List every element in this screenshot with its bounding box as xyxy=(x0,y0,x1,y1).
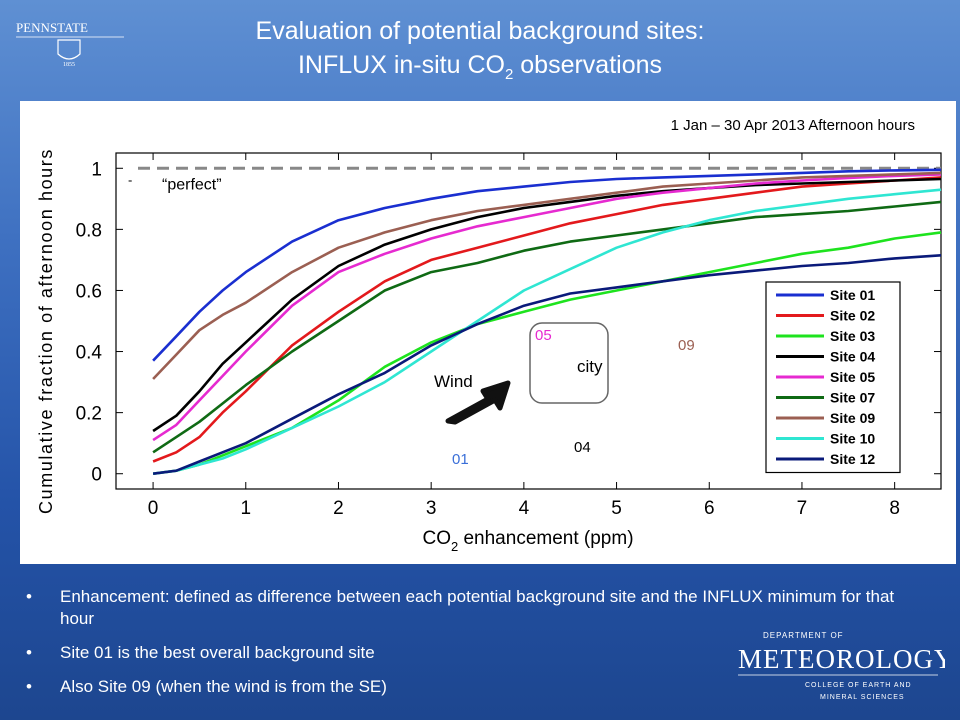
x-tick-label: 0 xyxy=(148,498,159,519)
bullet-item-site09: • Also Site 09 (when the wind is from the… xyxy=(26,677,387,696)
met-name-text: METEOROLOGY xyxy=(738,644,945,674)
legend-label: Site 12 xyxy=(830,451,875,467)
pennstate-year: 1855 xyxy=(63,62,75,68)
title-line-1: Evaluation of potential background sites… xyxy=(255,17,705,45)
series-line-site-02 xyxy=(152,176,942,463)
met-dept-text: DEPARTMENT OF xyxy=(763,631,844,640)
site-marker-label: 05 xyxy=(535,327,552,344)
meteorology-logo: DEPARTMENT OF METEOROLOGY COLLEGE OF EAR… xyxy=(730,628,953,708)
site-marker-label: 04 xyxy=(574,439,591,456)
wind-arrow-icon xyxy=(445,380,511,425)
y-tick-label: 0.8 xyxy=(76,220,102,241)
series-line-site-12 xyxy=(152,254,942,475)
x-tick-label: 2 xyxy=(333,498,344,519)
legend-label: Site 01 xyxy=(830,287,875,303)
x-axis-label: CO2 enhancement (ppm) xyxy=(422,528,633,554)
legend-label: Site 02 xyxy=(830,308,875,324)
site-marker-label: 01 xyxy=(452,451,469,468)
y-tick-label: 0.2 xyxy=(76,404,102,425)
legend-label: Site 09 xyxy=(830,410,875,426)
city-label: city xyxy=(577,357,603,376)
legend-label: Site 07 xyxy=(830,390,875,406)
legend-label: Site 10 xyxy=(830,431,875,447)
series-line-site-04 xyxy=(152,177,942,433)
x-tick-label: 7 xyxy=(797,498,808,519)
series-line-site-07 xyxy=(152,200,942,454)
x-tick-label: 1 xyxy=(240,498,251,519)
wind-label: Wind xyxy=(434,372,473,391)
perfect-dash-mark: - xyxy=(128,172,132,187)
x-tick-label: 5 xyxy=(611,498,622,519)
perfect-label: “perfect” xyxy=(162,176,222,193)
title-line-2: INFLUX in-situ CO2 observations xyxy=(297,51,663,83)
legend-label: Site 03 xyxy=(830,328,875,344)
x-tick-label: 8 xyxy=(889,498,900,519)
series-line-site-10 xyxy=(152,188,942,475)
chart-subtitle: 1 Jan – 30 Apr 2013 Afternoon hours xyxy=(671,117,915,134)
y-axis-label: Cumulative fraction of afternoon hours xyxy=(36,148,56,514)
bullet-list: • Enhancement: defined as difference betw… xyxy=(24,586,944,710)
city-box xyxy=(529,322,609,404)
legend-label: Site 04 xyxy=(830,349,875,365)
plot-frame xyxy=(115,152,942,490)
pennstate-wordmark: PENNSTATE xyxy=(16,20,88,35)
pennstate-logo: PENNSTATE 1855 xyxy=(12,12,132,72)
chart-panel: 1 Jan – 30 Apr 2013 Afternoon hours 0 1 2 3 4… xyxy=(20,101,956,564)
met-college-line2: MINERAL SCIENCES xyxy=(820,694,905,701)
bullet-item-enhancement: • Enhancement: defined as difference betw… xyxy=(26,587,895,628)
x-tick-label: 3 xyxy=(426,498,437,519)
bullet-item-site01: • Site 01 is the best overall background … xyxy=(26,643,375,662)
y-tick-label: 0 xyxy=(91,465,102,486)
x-tick-label: 4 xyxy=(519,498,530,519)
series-line-site-05 xyxy=(152,173,942,442)
legend-label: Site 05 xyxy=(830,369,875,385)
series-line-site-09 xyxy=(152,171,942,380)
series-line-site-01 xyxy=(152,168,942,362)
slide-title: Evaluation of potential background sites… xyxy=(120,14,840,92)
x-tick-label: 6 xyxy=(704,498,715,519)
series-line-site-03 xyxy=(152,231,942,475)
y-tick-label: 0.6 xyxy=(76,281,102,302)
site-marker-label: 09 xyxy=(678,337,695,354)
pennstate-shield-icon xyxy=(57,39,81,60)
y-tick-label: 1 xyxy=(91,159,102,180)
y-tick-label: 0.4 xyxy=(76,343,103,364)
met-college-line1: COLLEGE OF EARTH AND xyxy=(805,682,912,689)
